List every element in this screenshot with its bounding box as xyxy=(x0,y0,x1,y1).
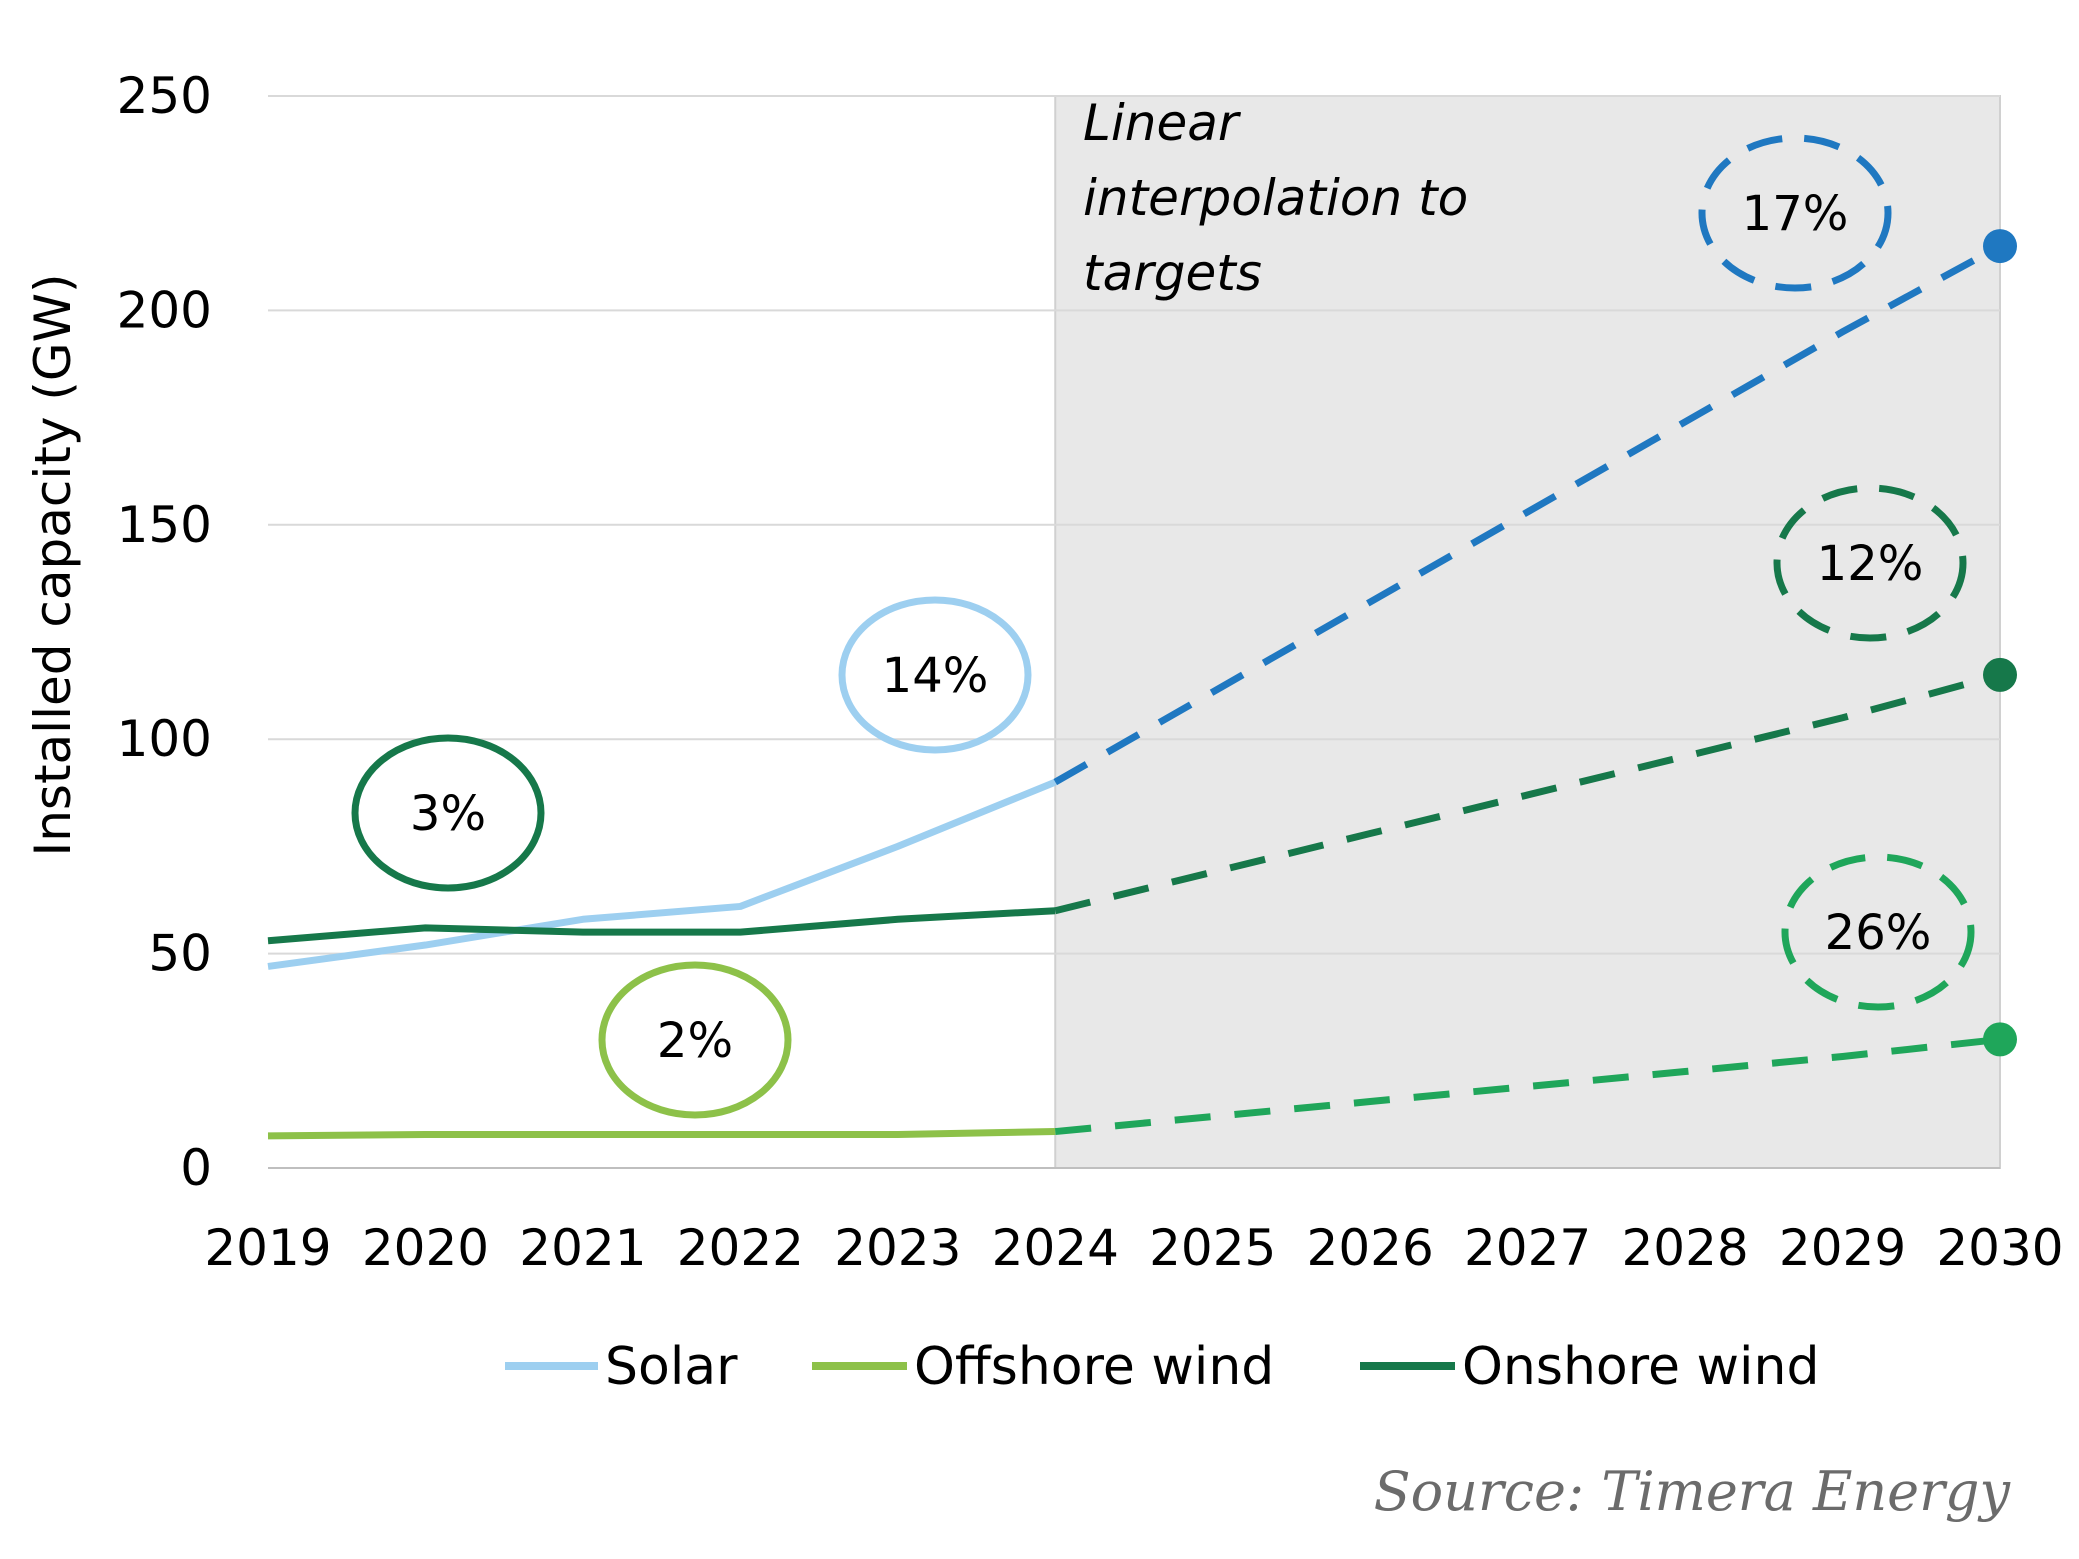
onshore-wind-projection-line xyxy=(1054,671,2001,915)
x-tick-label: 2022 xyxy=(677,1219,804,1277)
y-tick-label: 250 xyxy=(117,67,212,125)
y-axis-ticks: 0 50 100 150 200 250 xyxy=(117,67,212,1197)
onshore-wind-target-point xyxy=(1983,657,2017,692)
solar-growth-hist-bubble xyxy=(838,596,1032,754)
x-tick-label: 2025 xyxy=(1149,1219,1276,1277)
x-tick-label: 2029 xyxy=(1779,1219,1906,1277)
offshore-wind-projection-line xyxy=(1054,1035,2001,1136)
offshore-wind-growth-proj-label: 26% xyxy=(1825,905,1932,961)
x-tick-label: 2027 xyxy=(1464,1219,1591,1277)
y-tick-label: 100 xyxy=(117,710,212,768)
y-axis-label: Installed capacity (GW) xyxy=(24,273,82,856)
legend-label-onshore-wind: Onshore wind xyxy=(1462,1337,1819,1397)
series-lines xyxy=(267,229,2017,1140)
onshore-wind-growth-hist-label: 3% xyxy=(410,786,486,842)
solar-projection-line xyxy=(1053,243,2002,786)
offshore-wind-growth-hist-bubble xyxy=(598,961,792,1119)
x-tick-label: 2019 xyxy=(204,1219,331,1277)
x-tick-label: 2030 xyxy=(1936,1219,2063,1277)
solar-growth-proj-bubble xyxy=(1698,134,1892,292)
offshore-wind-historical-line xyxy=(267,1128,1056,1140)
growth-bubbles: 14% 3% 2% 17% 12% 26% xyxy=(351,134,1975,1119)
offshore-wind-target-point xyxy=(1983,1022,2017,1057)
x-tick-label: 2021 xyxy=(519,1219,646,1277)
onshore-wind-growth-proj-label: 12% xyxy=(1817,536,1924,592)
y-tick-label: 50 xyxy=(148,925,212,983)
x-axis-ticks: 2019 2020 2021 2022 2023 2024 2025 2026 2027 2028… xyxy=(204,1219,2063,1277)
x-tick-label: 2026 xyxy=(1307,1219,1434,1277)
offshore-wind-growth-proj-bubble xyxy=(1781,853,1975,1011)
solar-historical-line xyxy=(267,778,1057,970)
x-tick-label: 2028 xyxy=(1621,1219,1748,1277)
legend: Solar Offshore wind Onshore wind xyxy=(505,1337,1819,1397)
source-note: Source: Timera Energy xyxy=(1374,1460,2012,1523)
y-tick-label: 0 xyxy=(180,1139,212,1197)
solar-target-point xyxy=(1983,229,2017,264)
projection-note-line-3: targets xyxy=(1083,244,1262,302)
onshore-wind-historical-line xyxy=(267,907,1056,945)
gridlines xyxy=(268,95,2000,1169)
solar-growth-proj-label: 17% xyxy=(1742,186,1849,242)
y-tick-label: 200 xyxy=(117,281,212,339)
solar-growth-hist-label: 14% xyxy=(882,648,989,704)
onshore-wind-growth-hist-bubble xyxy=(351,734,545,892)
projection-note-line-2: interpolation to xyxy=(1083,169,1468,227)
onshore-wind-growth-proj-bubble xyxy=(1773,484,1967,642)
x-tick-label: 2024 xyxy=(992,1219,1119,1277)
projection-note-line-1: Linear xyxy=(1083,94,1242,152)
x-tick-label: 2020 xyxy=(362,1219,489,1277)
offshore-wind-growth-hist-label: 2% xyxy=(657,1013,733,1069)
legend-label-offshore-wind: Offshore wind xyxy=(914,1337,1274,1397)
y-tick-label: 150 xyxy=(117,496,212,554)
legend-label-solar: Solar xyxy=(605,1337,738,1397)
x-tick-label: 2023 xyxy=(834,1219,961,1277)
